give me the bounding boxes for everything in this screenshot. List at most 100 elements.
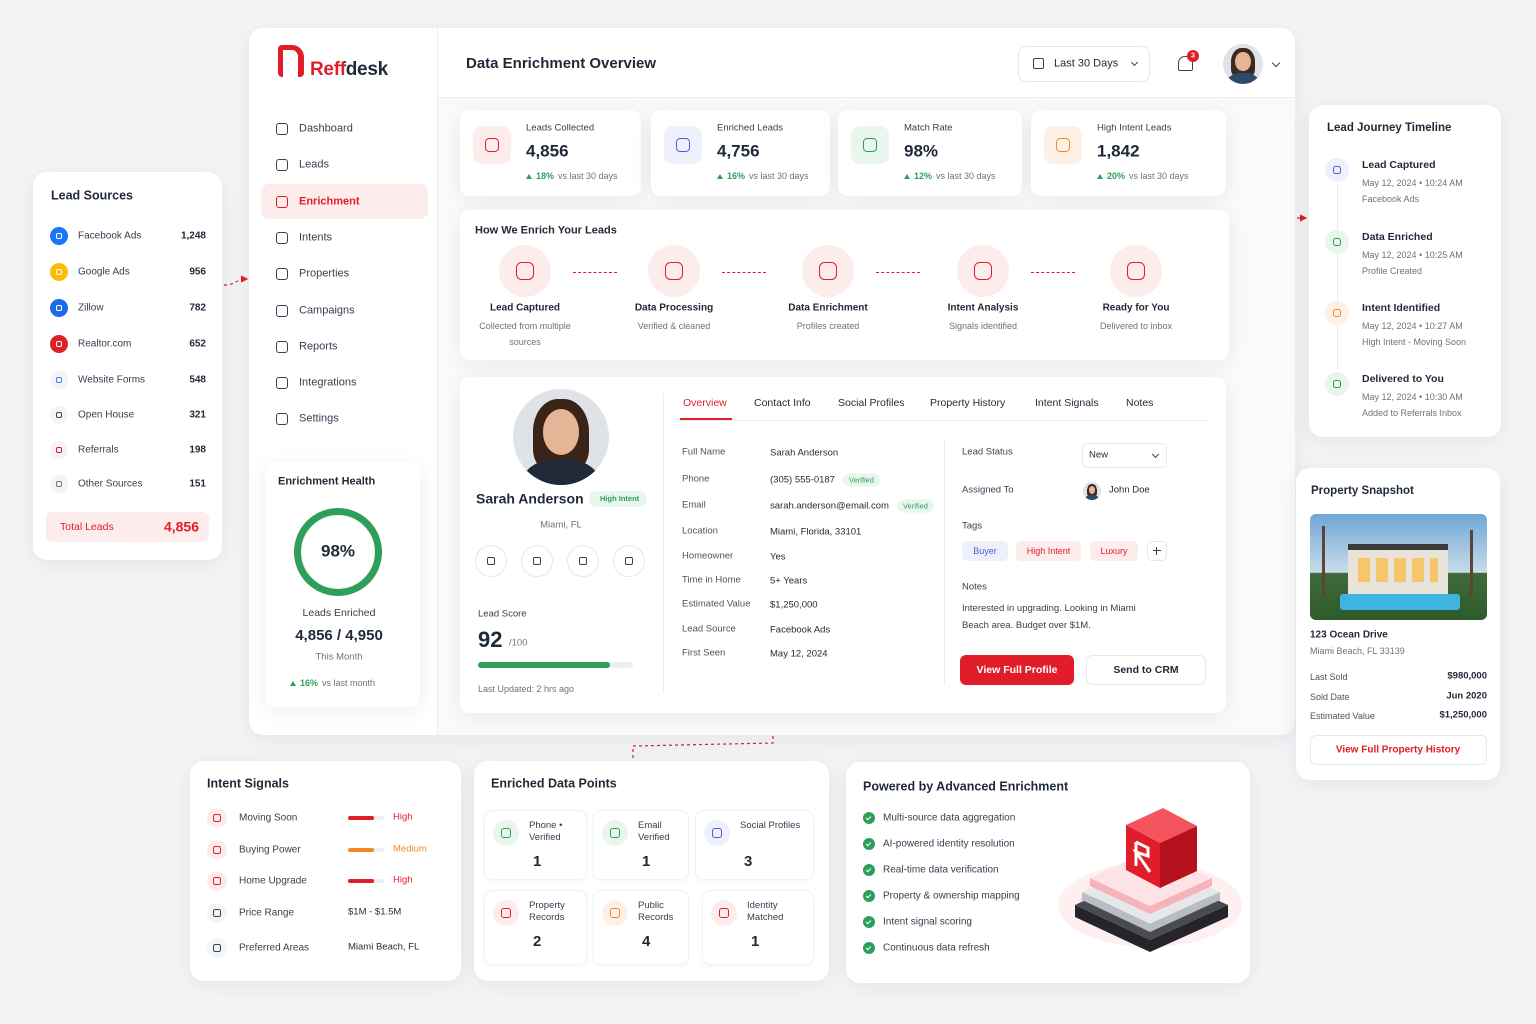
profile-location: Miami, FL xyxy=(540,519,582,531)
source-name: Realtor.com xyxy=(78,338,132,350)
step-title: Lead Captured xyxy=(489,302,561,314)
source-icon xyxy=(50,335,68,353)
tab[interactable]: Property History xyxy=(930,396,1006,409)
profile-name: Sarah Anderson xyxy=(476,490,584,507)
icon-glyph xyxy=(610,908,620,918)
add-tag[interactable] xyxy=(1147,541,1167,561)
field-label: Assigned To xyxy=(962,484,1014,496)
status-select[interactable] xyxy=(1082,443,1167,468)
icon-glyph xyxy=(1332,379,1342,389)
step-icon xyxy=(648,245,700,297)
step-arrow xyxy=(1031,272,1075,273)
nav-item[interactable]: Settings xyxy=(299,412,339,425)
tab[interactable]: Overview xyxy=(683,396,727,409)
up-arrow xyxy=(526,173,532,179)
field-label: Phone xyxy=(682,473,710,485)
nav-item[interactable]: Leads xyxy=(299,158,329,171)
value: 5+ Years xyxy=(770,575,808,587)
icon-glyph xyxy=(55,446,63,454)
badge xyxy=(589,491,647,507)
field-label: Time in Home xyxy=(682,574,741,586)
brand-name: Reffdesk xyxy=(310,57,388,83)
source-name: Google Ads xyxy=(78,266,130,278)
stat-label: High Intent Leads xyxy=(1097,122,1172,134)
score-value: 92 xyxy=(478,627,503,653)
user-avatar xyxy=(1223,44,1263,84)
button-label: View Full Property History xyxy=(1335,744,1461,756)
action-button[interactable] xyxy=(567,545,599,577)
icon-glyph xyxy=(818,261,838,281)
property-value: $1,250,000 xyxy=(1439,709,1487,721)
field-label: Homeowner xyxy=(682,550,734,562)
step-title: Ready for You xyxy=(1102,302,1170,314)
action-button[interactable] xyxy=(521,545,553,577)
nav-item[interactable]: Dashboard xyxy=(299,122,353,135)
feature-item: AI-powered identity resolution xyxy=(883,838,1015,850)
timeline-icon xyxy=(1325,301,1349,325)
value: (305) 555-0187 xyxy=(770,474,835,486)
stat-value: 4,856 xyxy=(526,141,569,161)
total-label: Total Leads xyxy=(60,520,114,533)
step-title: Intent Analysis xyxy=(947,302,1019,314)
primary-button[interactable] xyxy=(960,655,1074,685)
source-name: Facebook Ads xyxy=(78,230,142,242)
step-arrow xyxy=(573,272,617,273)
bell-icon[interactable] xyxy=(1178,56,1193,71)
source-name: Open House xyxy=(78,409,135,421)
up-arrow xyxy=(904,173,910,179)
tab[interactable]: Notes xyxy=(1126,396,1154,409)
notification-count: 3 xyxy=(1191,52,1195,60)
nav-item[interactable]: Intents xyxy=(299,231,333,244)
nav-icon xyxy=(276,305,288,317)
tab[interactable]: Contact Info xyxy=(754,396,811,409)
tile-label: Social Profiles xyxy=(740,820,801,831)
stat-value: 98% xyxy=(904,141,939,161)
status-value: New xyxy=(1089,449,1109,461)
field-value: Facebook Ads xyxy=(770,625,830,636)
nav-item[interactable]: Properties xyxy=(299,267,350,280)
calendar-icon xyxy=(1033,58,1044,69)
signal-icon xyxy=(207,871,227,891)
property-history-button[interactable] xyxy=(1310,735,1487,765)
source-icon xyxy=(50,441,68,459)
timeline-icon xyxy=(1325,230,1349,254)
card-title: Intent Signals xyxy=(207,776,289,791)
icon-glyph xyxy=(1332,165,1342,175)
field-label: Location xyxy=(682,525,718,537)
field-label: First Seen xyxy=(682,647,726,659)
property-value: Jun 2020 xyxy=(1446,690,1487,702)
nav-item[interactable]: Reports xyxy=(299,340,338,353)
date-range-button[interactable] xyxy=(1018,46,1150,82)
property-address: 123 Ocean Drive xyxy=(1310,629,1388,641)
stat-icon xyxy=(473,126,511,164)
event-time: May 12, 2024 • 10:27 AM xyxy=(1362,320,1463,331)
secondary-button[interactable] xyxy=(1086,655,1206,685)
icon-glyph xyxy=(55,268,63,276)
feature-item: Multi-source data aggregation xyxy=(883,812,1016,824)
nav-item[interactable]: Campaigns xyxy=(299,304,355,317)
event-time: May 12, 2024 • 10:30 AM xyxy=(1362,391,1463,402)
event-time: May 12, 2024 • 10:25 AM xyxy=(1362,249,1463,260)
event-time: May 12, 2024 • 10:24 AM xyxy=(1362,177,1463,188)
nav-icon xyxy=(276,159,288,171)
value: Miami, Florida, 33101 xyxy=(770,526,862,538)
tile-icon xyxy=(493,820,519,846)
action-button[interactable] xyxy=(613,545,645,577)
tab[interactable]: Social Profiles xyxy=(838,396,905,409)
icon-glyph xyxy=(213,909,221,917)
icon-glyph xyxy=(973,261,993,281)
field-value: May 12, 2024 xyxy=(770,649,828,660)
tab[interactable]: Intent Signals xyxy=(1035,396,1099,409)
step-icon xyxy=(499,245,551,297)
nav-item[interactable]: Enrichment xyxy=(299,195,360,208)
property-value: $980,000 xyxy=(1447,670,1487,682)
level-fill xyxy=(348,848,374,852)
nav-item[interactable]: Integrations xyxy=(299,376,357,389)
tile-icon xyxy=(711,900,737,926)
check-icon xyxy=(863,890,875,902)
change-text: vs last 30 days xyxy=(1129,171,1189,181)
source-count: 652 xyxy=(189,338,206,350)
nav-icon xyxy=(276,196,288,208)
icon-glyph xyxy=(515,261,535,281)
action-button[interactable] xyxy=(475,545,507,577)
